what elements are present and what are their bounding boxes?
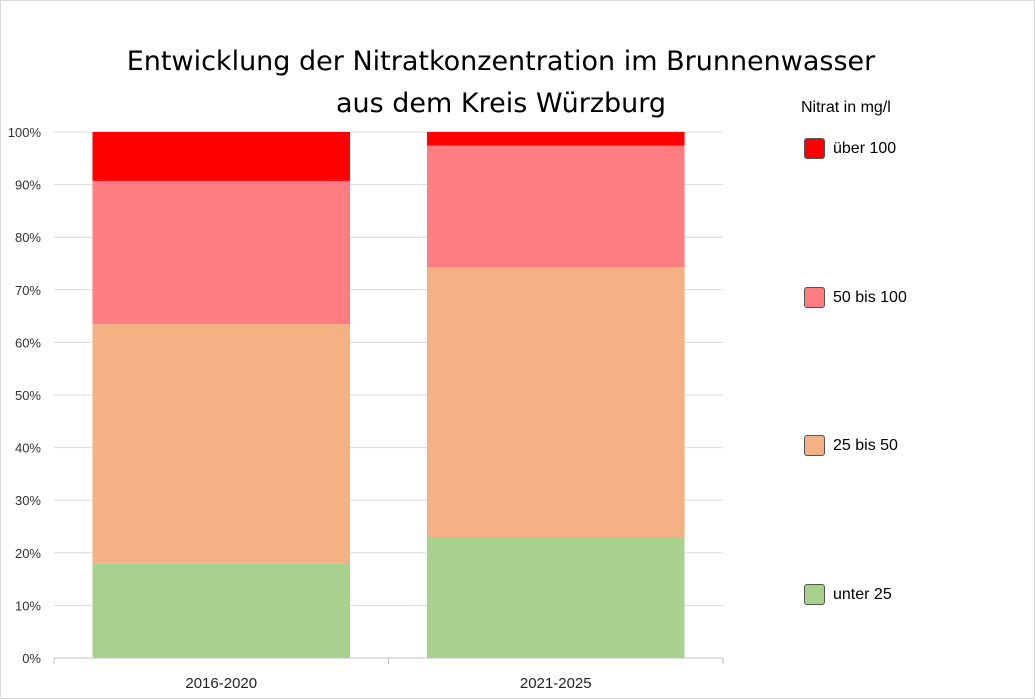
legend-item-50-bis-100: 50 bis 100 xyxy=(804,287,907,308)
y-tick-label: 0% xyxy=(22,651,41,666)
legend-item-ueber-100: über 100 xyxy=(804,138,896,159)
y-tick-label: 10% xyxy=(15,598,41,613)
bar-segment--ber-100 xyxy=(92,132,351,181)
legend-label: 50 bis 100 xyxy=(833,288,907,306)
bar-segment-25-bis-50 xyxy=(92,323,351,564)
y-tick-label: 20% xyxy=(15,546,41,561)
legend-swatch xyxy=(804,584,825,605)
legend-swatch xyxy=(804,435,825,456)
legend-title: Nitrat in mg/l xyxy=(801,99,891,116)
bar-segment--ber-100 xyxy=(426,132,685,146)
y-tick-label: 60% xyxy=(15,335,41,350)
legend-label: unter 25 xyxy=(833,585,892,603)
legend-item-25-bis-50: 25 bis 50 xyxy=(804,435,898,456)
y-tick-label: 50% xyxy=(15,388,41,403)
y-tick-label: 100% xyxy=(8,125,42,140)
legend-item-unter-25: unter 25 xyxy=(804,584,892,605)
y-tick-label: 70% xyxy=(15,283,41,298)
legend-swatch xyxy=(804,138,825,159)
x-tick-label: 2016-2020 xyxy=(185,675,257,692)
bars xyxy=(92,132,685,658)
x-tick-label: 2021-2025 xyxy=(520,675,592,692)
legend-swatch xyxy=(804,287,825,308)
y-tick-label: 30% xyxy=(15,493,41,508)
legend-label: über 100 xyxy=(833,139,897,157)
legend-label: 25 bis 50 xyxy=(833,436,898,454)
y-tick-label: 80% xyxy=(15,230,41,245)
bar-segment-50-bis-100 xyxy=(92,180,351,324)
bar-segment-unter-25 xyxy=(92,563,351,658)
y-tick-label: 90% xyxy=(15,178,41,193)
bar-segment-25-bis-50 xyxy=(426,267,685,538)
axes: 0% 10% 20% 30% 40% 50% 60% 70% 80% 90% 100% 2016-20… xyxy=(8,125,724,692)
chart-title: Entwicklung der Nitratkonzentration im B… xyxy=(126,46,876,119)
bar-segment-unter-25 xyxy=(426,537,685,658)
y-tick-label: 40% xyxy=(15,441,41,456)
bar-segment-50-bis-100 xyxy=(426,145,685,268)
